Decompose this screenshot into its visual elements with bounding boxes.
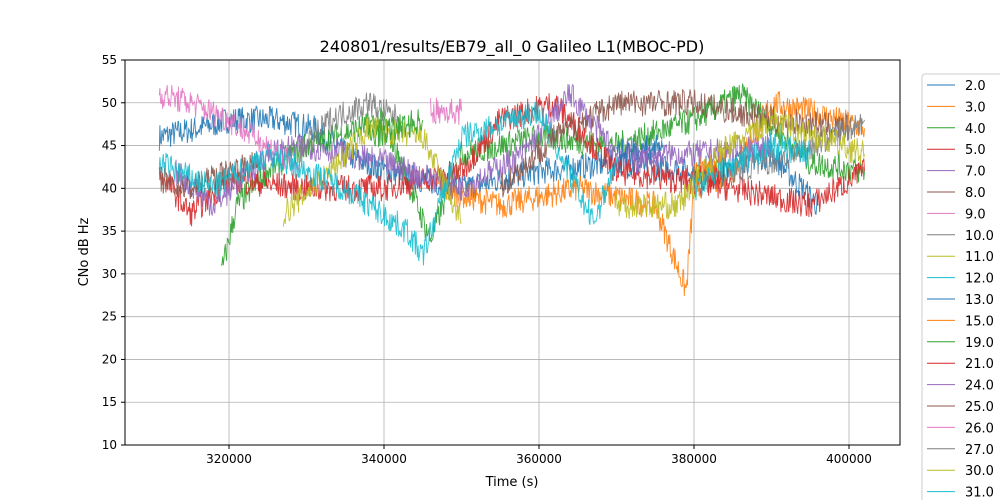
series-line-19.0 bbox=[368, 109, 424, 148]
series-line-5.0 bbox=[158, 93, 865, 227]
legend-label: 24.0 bbox=[965, 379, 994, 394]
legend-label: 13.0 bbox=[965, 293, 994, 308]
x-tick-label: 320000 bbox=[206, 452, 252, 466]
plot-frame bbox=[124, 59, 901, 446]
y-axis-label: CNo dB Hz bbox=[77, 217, 92, 286]
legend-label: 31.0 bbox=[965, 486, 994, 500]
y-tick-label: 35 bbox=[102, 224, 117, 238]
legend-label: 27.0 bbox=[965, 443, 994, 458]
y-tick-label: 30 bbox=[102, 267, 117, 281]
legend-label: 2.0 bbox=[965, 79, 986, 94]
legend: 2.0 3.0 4.0 5.0 7.0 8.0 9.0 10.0 11.0 12.0 13.0 15.… bbox=[921, 73, 1000, 500]
x-tick-label: 360000 bbox=[516, 452, 562, 466]
series-line-26.0 bbox=[430, 97, 462, 126]
legend-label: 21.0 bbox=[965, 357, 994, 372]
legend-label: 19.0 bbox=[965, 336, 994, 351]
legend-label: 8.0 bbox=[965, 186, 986, 201]
x-tick-label: 340000 bbox=[361, 452, 407, 466]
series-line-24.0 bbox=[631, 144, 664, 176]
series-line-13.0 bbox=[616, 134, 664, 167]
y-tick-label: 40 bbox=[102, 181, 117, 195]
series-line-9.0 bbox=[158, 84, 300, 179]
x-tick-label: 400000 bbox=[826, 452, 872, 466]
series-line-7.0 bbox=[174, 83, 772, 217]
y-tick-label: 20 bbox=[102, 352, 117, 366]
x-tick-label: 380000 bbox=[671, 452, 717, 466]
x-axis-label: Time (s) bbox=[485, 475, 539, 490]
legend-label: 30.0 bbox=[965, 464, 994, 479]
legend-label: 4.0 bbox=[965, 122, 986, 137]
y-tick-label: 50 bbox=[102, 96, 117, 110]
series-line-11.0 bbox=[282, 116, 462, 227]
series-line-12.0 bbox=[158, 100, 617, 266]
y-tick-label: 55 bbox=[102, 53, 117, 67]
legend-label: 7.0 bbox=[965, 165, 986, 180]
series-line-31.0 bbox=[693, 132, 811, 201]
legend-label: 9.0 bbox=[965, 207, 986, 222]
legend-label: 12.0 bbox=[965, 272, 994, 287]
chart-title: 240801/results/EB79_all_0 Galileo L1(MBO… bbox=[320, 37, 705, 57]
y-tick-label: 10 bbox=[102, 438, 117, 452]
series-line-8.0 bbox=[158, 152, 261, 200]
legend-frame bbox=[921, 73, 1000, 500]
legend-label: 26.0 bbox=[965, 421, 994, 436]
legend-label: 10.0 bbox=[965, 229, 994, 244]
legend-label: 25.0 bbox=[965, 400, 994, 415]
legend-label: 15.0 bbox=[965, 314, 994, 329]
series-line-25.0 bbox=[499, 88, 850, 198]
y-tick-label: 45 bbox=[102, 139, 117, 153]
series-line-10.0 bbox=[298, 92, 400, 167]
legend-label: 3.0 bbox=[965, 100, 986, 115]
y-tick-label: 15 bbox=[102, 395, 117, 409]
series-line-30.0 bbox=[616, 108, 865, 221]
series-line-3.0 bbox=[437, 91, 865, 297]
legend-label: 5.0 bbox=[965, 143, 986, 158]
series-line-21.0 bbox=[693, 160, 734, 192]
legend-label: 11.0 bbox=[965, 250, 994, 265]
y-tick-label: 25 bbox=[102, 310, 117, 324]
